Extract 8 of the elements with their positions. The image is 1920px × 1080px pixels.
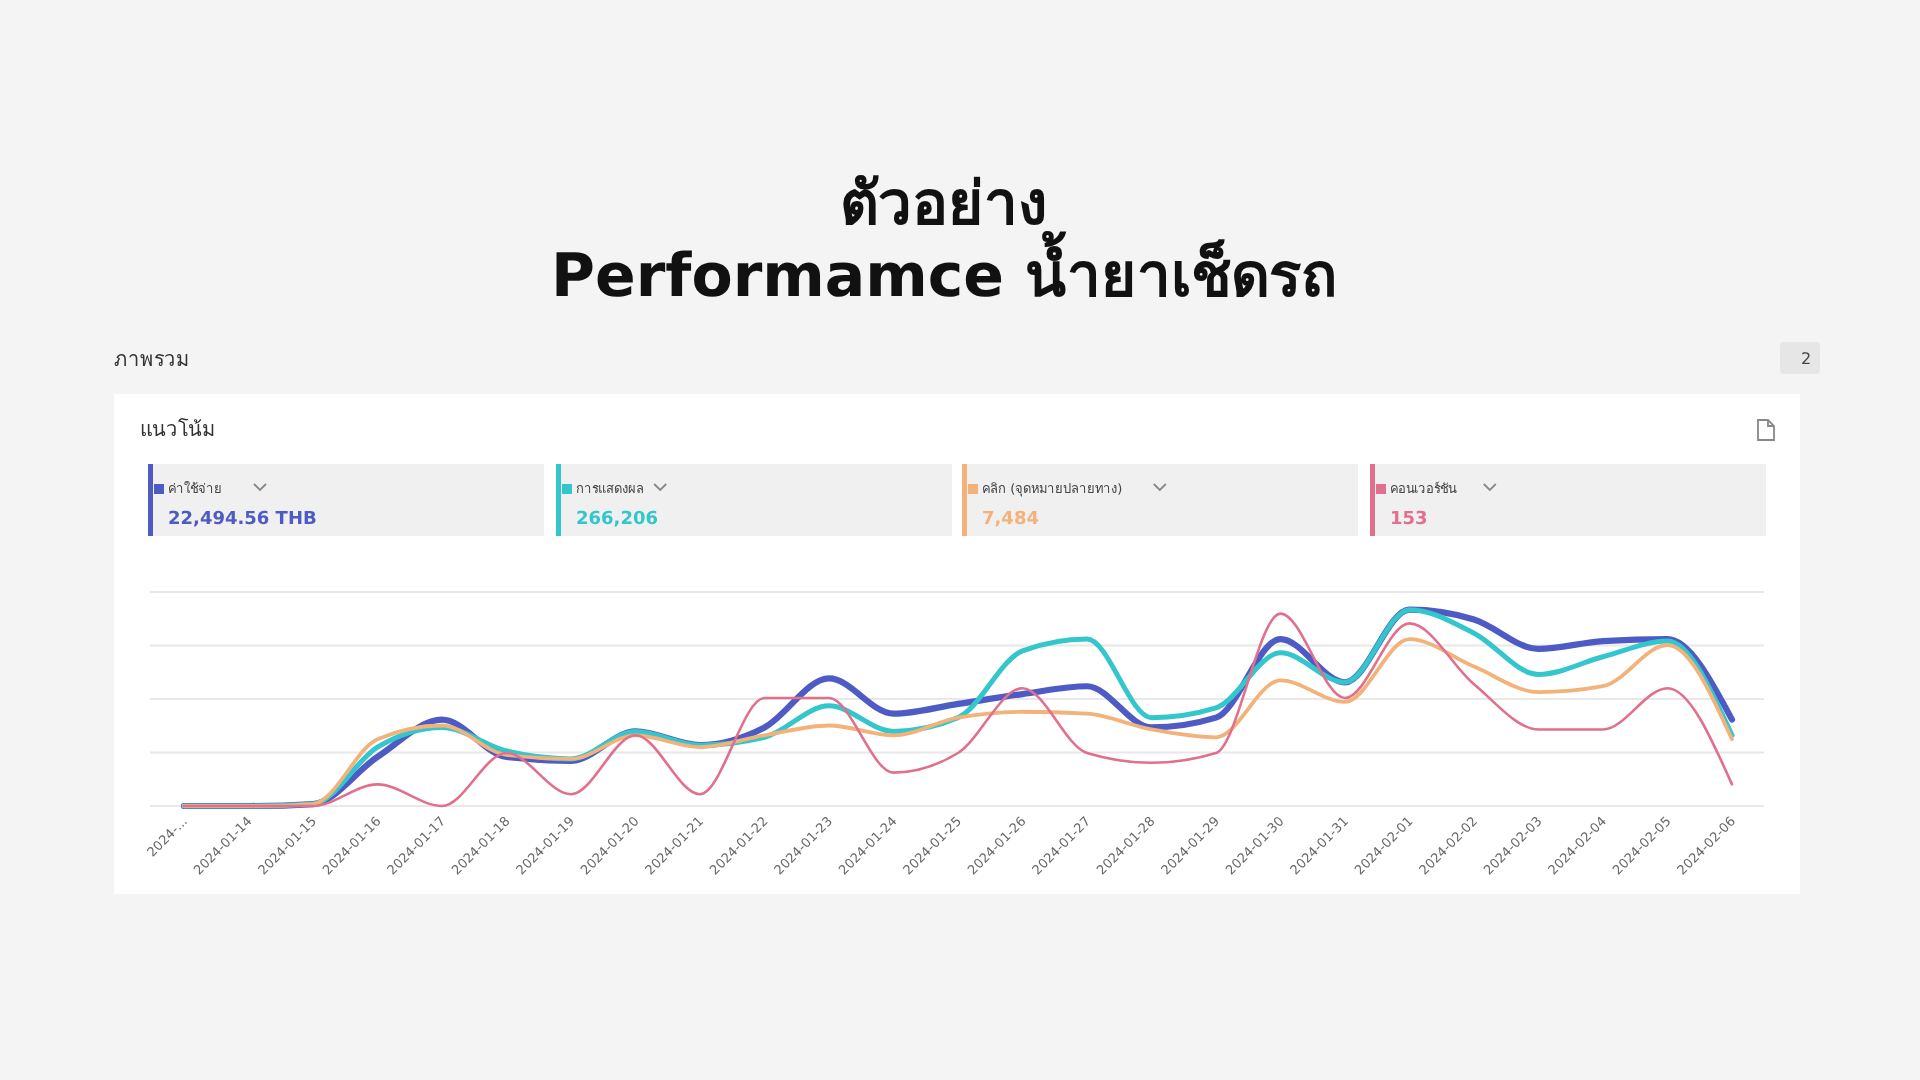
chart-title: ตัวอย่าง Performamce น้ำยาเช็ดรถ [551, 170, 1337, 312]
text: 7,484 [982, 510, 1039, 530]
text: 22,494.56 THB [168, 510, 317, 530]
text: 153 [1390, 510, 1428, 530]
text: 2 [1800, 350, 1812, 368]
chart-subtitle: ภาพรวม [114, 350, 190, 372]
text: แนวโน้ม [140, 416, 216, 442]
text: 266,206 [576, 510, 658, 530]
